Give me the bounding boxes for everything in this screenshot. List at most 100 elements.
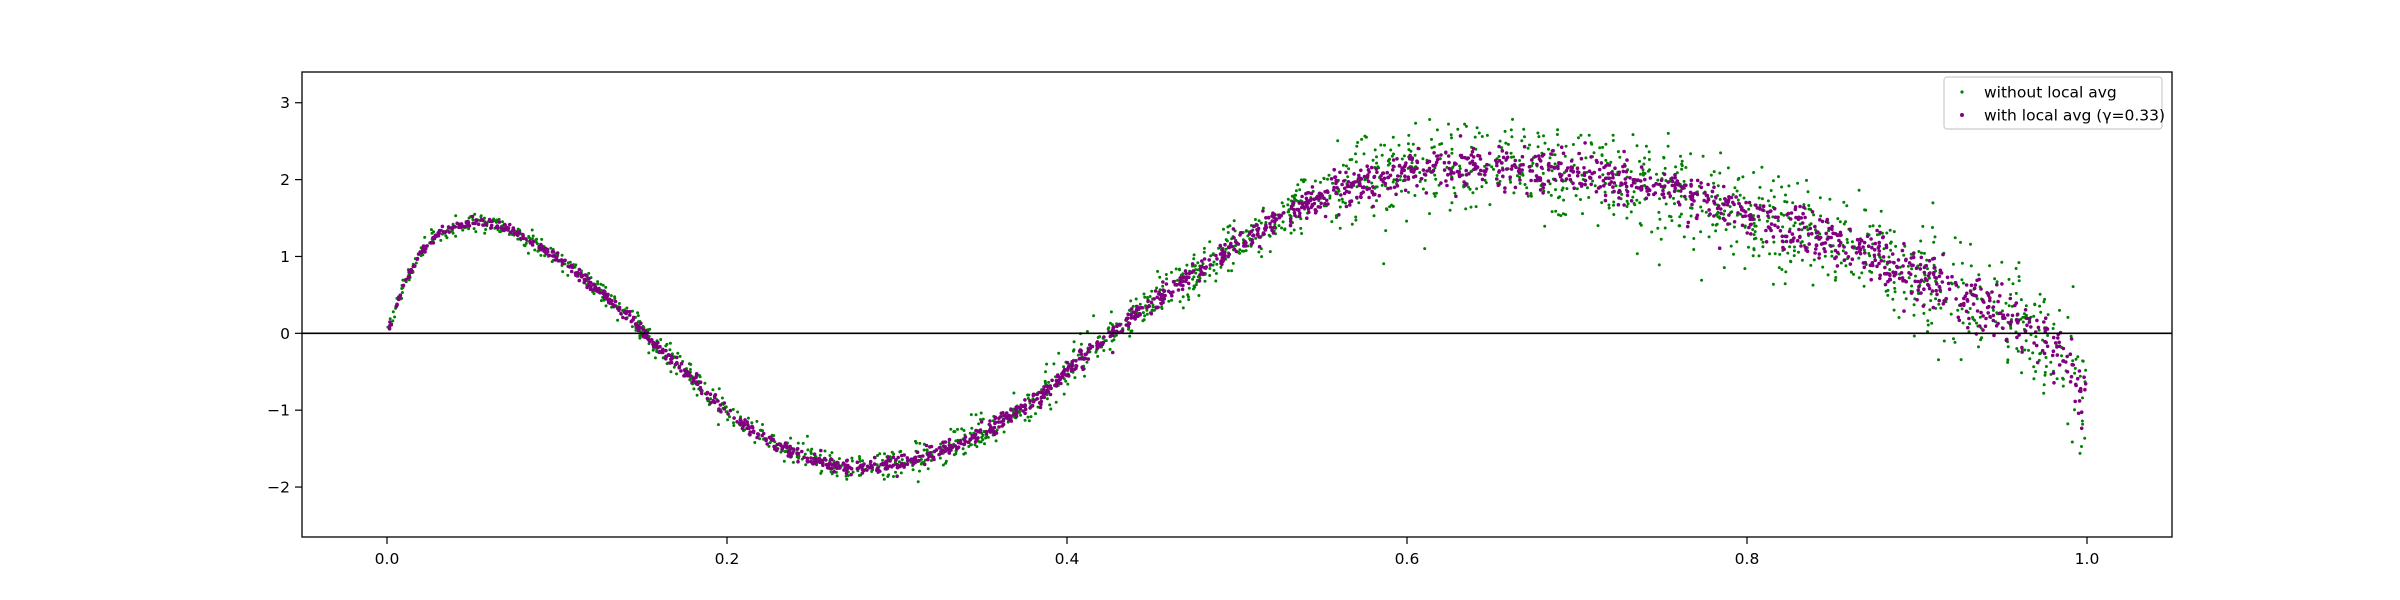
data-point <box>602 296 607 300</box>
data-point <box>1869 237 1873 241</box>
data-point <box>1079 352 1083 356</box>
data-point <box>1111 325 1116 330</box>
data-point <box>429 228 433 232</box>
data-point <box>1780 268 1784 271</box>
data-point <box>1757 196 1761 200</box>
data-point <box>1430 137 1433 141</box>
data-point <box>508 230 513 235</box>
data-point <box>895 474 899 479</box>
data-point <box>1322 177 1326 181</box>
data-point <box>1208 267 1212 270</box>
data-point <box>753 441 757 444</box>
data-point <box>698 375 702 379</box>
data-point <box>1267 233 1271 237</box>
data-point <box>1674 165 1678 169</box>
data-point <box>1323 201 1327 206</box>
data-point <box>1335 179 1339 184</box>
data-point <box>1062 365 1066 369</box>
data-point <box>636 324 641 329</box>
data-point <box>1396 174 1400 178</box>
data-point <box>1141 311 1145 315</box>
data-point <box>1331 188 1336 192</box>
data-point <box>1934 288 1938 293</box>
data-point <box>872 455 877 460</box>
data-point <box>1541 171 1545 175</box>
data-point <box>604 292 608 297</box>
data-point <box>554 255 559 259</box>
data-point <box>1882 247 1886 251</box>
data-point <box>1158 297 1162 301</box>
data-point <box>1813 251 1817 255</box>
data-point <box>1719 207 1723 211</box>
data-point <box>1381 171 1386 175</box>
data-point <box>1001 417 1006 422</box>
data-point <box>1366 168 1371 172</box>
data-point <box>1361 190 1365 194</box>
data-point <box>678 354 682 358</box>
data-point <box>1735 240 1739 244</box>
data-point <box>886 475 890 478</box>
data-point <box>1981 328 1985 332</box>
data-point <box>1807 242 1811 246</box>
data-point <box>1603 176 1608 181</box>
data-point <box>1764 240 1769 244</box>
data-point <box>830 451 834 455</box>
data-point <box>1300 194 1304 199</box>
data-point <box>1520 139 1524 143</box>
data-point <box>566 273 570 277</box>
data-point <box>2005 337 2009 342</box>
data-point <box>1582 173 1587 178</box>
data-point <box>1808 226 1813 231</box>
data-point <box>1922 287 1926 292</box>
data-point <box>1391 135 1395 139</box>
data-point <box>1710 189 1715 194</box>
data-point <box>1380 153 1384 157</box>
data-point <box>735 420 739 424</box>
data-point <box>545 247 550 252</box>
data-point <box>512 232 517 236</box>
data-point <box>1464 124 1468 128</box>
data-point <box>1028 399 1032 403</box>
data-point <box>1728 205 1732 209</box>
data-point <box>1564 213 1568 217</box>
data-point <box>2068 352 2073 357</box>
data-point <box>1438 142 1442 146</box>
data-point <box>832 469 836 474</box>
data-point <box>1743 225 1747 229</box>
data-point <box>1977 273 1981 277</box>
data-point <box>1447 160 1451 165</box>
data-point <box>1067 364 1071 369</box>
data-point <box>1676 200 1681 204</box>
data-point <box>1684 197 1688 201</box>
data-point <box>1754 224 1758 228</box>
data-point <box>2037 328 2041 332</box>
data-point <box>1483 173 1487 177</box>
data-point <box>1294 189 1298 193</box>
data-point <box>1947 287 1952 292</box>
data-point <box>1298 188 1302 192</box>
data-point <box>2046 334 2050 337</box>
data-point <box>1529 194 1533 198</box>
data-point <box>1159 294 1164 298</box>
data-point <box>1647 150 1651 154</box>
data-point <box>1575 166 1580 170</box>
data-point <box>1503 190 1507 194</box>
data-point <box>1589 182 1593 187</box>
data-point <box>1833 278 1837 282</box>
data-point <box>1355 144 1359 148</box>
data-point <box>1883 282 1888 287</box>
data-point <box>1403 188 1408 193</box>
data-point <box>1985 291 1989 295</box>
data-point <box>1747 245 1750 249</box>
data-point <box>1370 181 1374 185</box>
data-point <box>2001 326 2005 331</box>
data-point <box>1854 251 1859 255</box>
data-point <box>1625 216 1629 220</box>
data-point <box>1124 323 1129 327</box>
data-point <box>2017 279 2021 283</box>
data-point <box>1196 261 1200 265</box>
data-point <box>1192 257 1196 261</box>
data-point <box>1776 225 1780 229</box>
data-point <box>1670 179 1675 184</box>
